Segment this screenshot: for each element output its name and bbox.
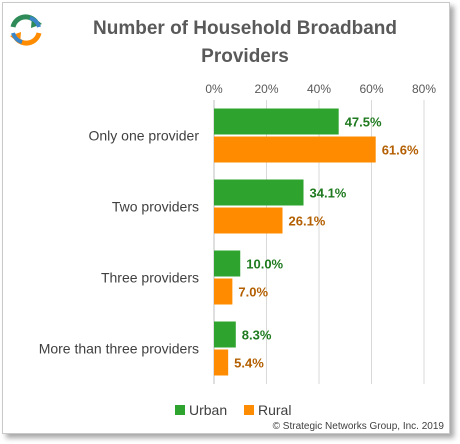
x-tick-label: 40% — [307, 82, 331, 96]
bar-urban — [214, 250, 241, 277]
legend-swatch-urban — [175, 405, 185, 415]
x-axis-ticks: 0% 20% 40% 60% 80% — [205, 82, 436, 96]
legend-swatch-rural — [244, 405, 254, 415]
data-label-rural: 5.4% — [234, 356, 264, 371]
data-label-urban: 10.0% — [246, 257, 283, 272]
data-label-urban: 47.5% — [345, 115, 382, 130]
data-label-urban: 8.3% — [242, 328, 272, 343]
bar-rural — [214, 136, 376, 163]
legend-label-rural: Rural — [258, 402, 291, 418]
bar-rural — [214, 278, 233, 305]
data-label-rural: 61.6% — [382, 143, 419, 158]
bar-urban — [214, 108, 339, 135]
legend-label-urban: Urban — [189, 402, 227, 418]
data-label-rural: 7.0% — [238, 285, 268, 300]
chart-title-line-2: Providers — [201, 46, 289, 67]
category-label: Only one provider — [88, 128, 199, 144]
bar-urban — [214, 321, 236, 348]
category-label: More than three providers — [39, 341, 199, 357]
category-label: Two providers — [112, 199, 199, 215]
x-tick-label: 80% — [412, 82, 436, 96]
category-label: Three providers — [101, 270, 199, 286]
bar-rural — [214, 349, 229, 376]
circular-arrows-logo-icon — [10, 14, 42, 46]
x-tick-label: 60% — [359, 82, 383, 96]
x-tick-label: 20% — [254, 82, 278, 96]
category-labels: Only one provider Two providers Three prov… — [39, 128, 200, 357]
data-label-rural: 26.1% — [289, 214, 326, 229]
bar-urban — [214, 179, 304, 206]
data-label-urban: 34.1% — [310, 186, 347, 201]
data-labels: 47.5%61.6% 34.1% 26.1% 10.0% 7.0% 8.3% 5.4% — [234, 115, 419, 371]
bar-rural — [214, 207, 283, 234]
copyright-text: © Strategic Networks Group, Inc. 2019 — [273, 421, 445, 432]
bars — [214, 108, 376, 376]
x-tick-label: 0% — [205, 82, 223, 96]
legend: Urban Rural — [175, 402, 291, 418]
chart-title-line-1: Number of Household Broadband — [93, 18, 397, 39]
